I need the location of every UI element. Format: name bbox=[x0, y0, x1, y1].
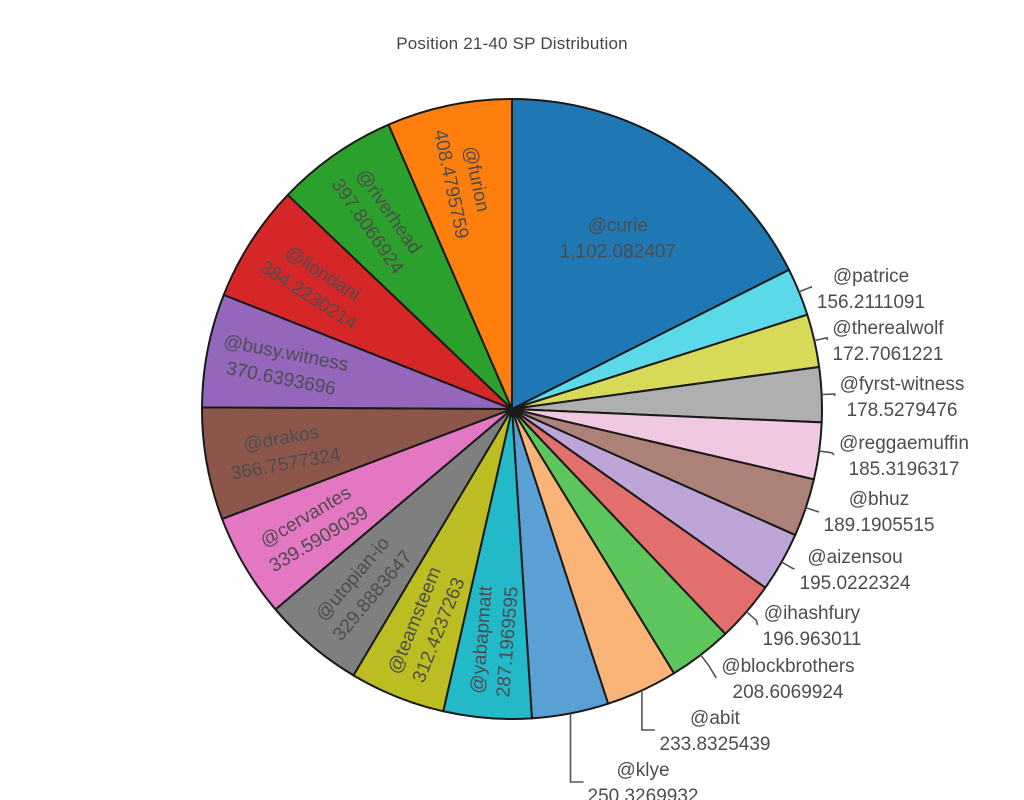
slice-label-name: @patrice bbox=[833, 266, 909, 287]
slice-label-value: 250.3269932 bbox=[588, 786, 699, 800]
pie-slice-riverhead[interactable] bbox=[286, 123, 513, 410]
slice-label-value: 189.1905515 bbox=[824, 515, 935, 536]
slice-label-abit: @abit 233.8325439 bbox=[660, 708, 771, 755]
slice-label-value: 178.5279476 bbox=[847, 400, 958, 421]
slice-label-value: 1,102.082407 bbox=[560, 242, 676, 263]
slice-label-name: @curie bbox=[588, 216, 648, 237]
leader-lines bbox=[569, 286, 836, 783]
slice-label-name: @abit bbox=[690, 708, 741, 729]
slice-label-name: @aizensou bbox=[807, 547, 902, 568]
leader-line-fyrst-witness bbox=[821, 393, 836, 397]
leader-line-abit bbox=[641, 690, 655, 731]
slice-label-ihashfury: @ihashfury 196.963011 bbox=[763, 603, 862, 650]
slice-label-value: 172.7061221 bbox=[833, 344, 944, 365]
slice-label-klye: @klye 250.3269932 bbox=[588, 760, 699, 800]
slice-label-name: @klye bbox=[616, 760, 669, 781]
slice-label-name: @therealwolf bbox=[832, 318, 944, 339]
slice-label-value: 156.2111091 bbox=[817, 292, 925, 313]
slice-label-patrice: @patrice 156.2111091 bbox=[817, 266, 925, 313]
chart-title: Position 21-40 SP Distribution bbox=[396, 34, 628, 53]
slice-label-value: 196.963011 bbox=[763, 629, 862, 650]
slice-label-name: @fyrst-witness bbox=[840, 374, 965, 395]
leader-line-bhuz bbox=[805, 506, 820, 513]
pie-slice-liondani[interactable] bbox=[222, 193, 513, 410]
slice-label-name: @blockbrothers bbox=[721, 656, 854, 677]
pie-slice-curie[interactable] bbox=[511, 98, 790, 410]
leader-line-therealwolf bbox=[814, 336, 829, 342]
leader-line-klye bbox=[569, 713, 584, 783]
slice-label-value: 233.8325439 bbox=[660, 734, 771, 755]
pie-slice-furion[interactable] bbox=[387, 98, 513, 410]
leader-line-patrice bbox=[798, 286, 813, 293]
leader-line-blockbrothers bbox=[700, 654, 717, 679]
pie-slices bbox=[200, 98, 823, 720]
slice-label-therealwolf: @therealwolf 172.7061221 bbox=[832, 318, 944, 365]
slice-label-reggaemuffin: @reggaemuffin 185.3196317 bbox=[839, 433, 969, 480]
leader-line-reggaemuffin bbox=[818, 450, 835, 456]
slice-label-blockbrothers: @blockbrothers 208.6069924 bbox=[721, 656, 854, 703]
leader-line-aizensou bbox=[781, 561, 795, 570]
slice-label-curie: @curie 1,102.082407 bbox=[560, 216, 676, 263]
slice-label-name: @reggaemuffin bbox=[839, 433, 969, 454]
slice-label-value: 185.3196317 bbox=[849, 459, 960, 480]
slice-label-value: 208.6069924 bbox=[733, 682, 844, 703]
leader-line-ihashfury bbox=[745, 611, 759, 626]
slice-label-fyrst-witness: @fyrst-witness 178.5279476 bbox=[840, 374, 965, 421]
slice-label-value: 195.0222324 bbox=[800, 573, 911, 594]
slice-label-aizensou: @aizensou 195.0222324 bbox=[800, 547, 911, 594]
slice-label-name: @bhuz bbox=[849, 489, 910, 510]
slice-label-bhuz: @bhuz 189.1905515 bbox=[824, 489, 935, 536]
slice-label-name: @ihashfury bbox=[764, 603, 861, 624]
